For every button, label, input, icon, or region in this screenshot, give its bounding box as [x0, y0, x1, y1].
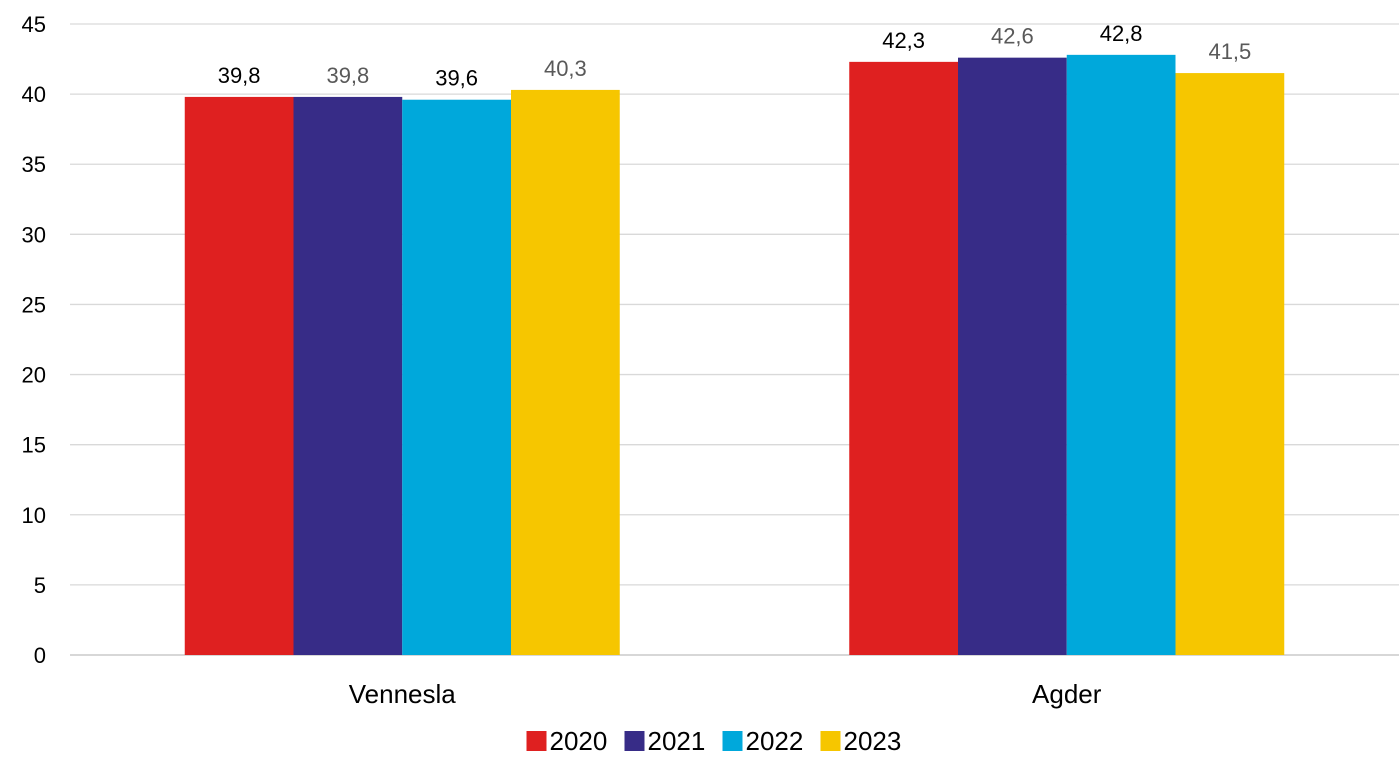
x-category-label-agder: Agder — [1032, 679, 1102, 709]
data-labels: 39,8 39,8 39,6 40,3 42,3 42,6 42,8 41,5 — [218, 21, 1252, 91]
data-label-agder-2020: 42,3 — [882, 28, 925, 53]
y-tick-label: 25 — [22, 292, 46, 317]
data-label-agder-2022: 42,8 — [1100, 21, 1143, 46]
bar-agder-2021 — [958, 57, 1067, 656]
legend-swatch-2023 — [820, 731, 841, 751]
y-tick-label: 30 — [22, 222, 46, 247]
x-category-label-vennesla: Vennesla — [349, 679, 457, 709]
legend: 2020 2021 2022 2023 — [526, 726, 902, 756]
bar-agder-2020 — [849, 61, 958, 656]
y-tick-label: 35 — [22, 152, 46, 177]
y-tick-label: 45 — [22, 12, 46, 37]
legend-label-2020: 2020 — [550, 726, 608, 756]
bars — [184, 54, 1285, 656]
bar-vennesla-2020 — [184, 96, 294, 656]
y-tick-label: 0 — [34, 643, 46, 668]
data-label-vennesla-2023: 40,3 — [544, 56, 587, 81]
y-tick-label: 5 — [34, 573, 46, 598]
legend-label-2023: 2023 — [844, 726, 902, 756]
y-tick-label: 40 — [22, 82, 46, 107]
legend-label-2021: 2021 — [648, 726, 706, 756]
bar-agder-2022 — [1066, 54, 1176, 656]
legend-swatch-2022 — [722, 731, 743, 751]
data-label-vennesla-2020: 39,8 — [218, 63, 261, 88]
data-label-vennesla-2021: 39,8 — [326, 63, 369, 88]
bar-vennesla-2021 — [293, 96, 403, 656]
data-label-agder-2023: 41,5 — [1208, 39, 1251, 64]
bar-vennesla-2022 — [402, 99, 511, 656]
y-tick-label: 15 — [22, 433, 46, 458]
data-label-vennesla-2022: 39,6 — [435, 66, 478, 91]
y-axis-tick-labels: 0 5 10 15 20 25 30 35 40 45 — [22, 12, 46, 668]
y-tick-label: 20 — [22, 363, 46, 388]
bar-agder-2023 — [1175, 73, 1285, 656]
bar-vennesla-2023 — [511, 89, 620, 656]
y-tick-label: 10 — [22, 503, 46, 528]
legend-label-2022: 2022 — [746, 726, 804, 756]
legend-swatch-2020 — [526, 731, 547, 751]
legend-swatch-2021 — [624, 731, 645, 751]
x-axis-category-labels: Vennesla Agder — [349, 679, 1102, 709]
data-label-agder-2021: 42,6 — [991, 24, 1034, 49]
